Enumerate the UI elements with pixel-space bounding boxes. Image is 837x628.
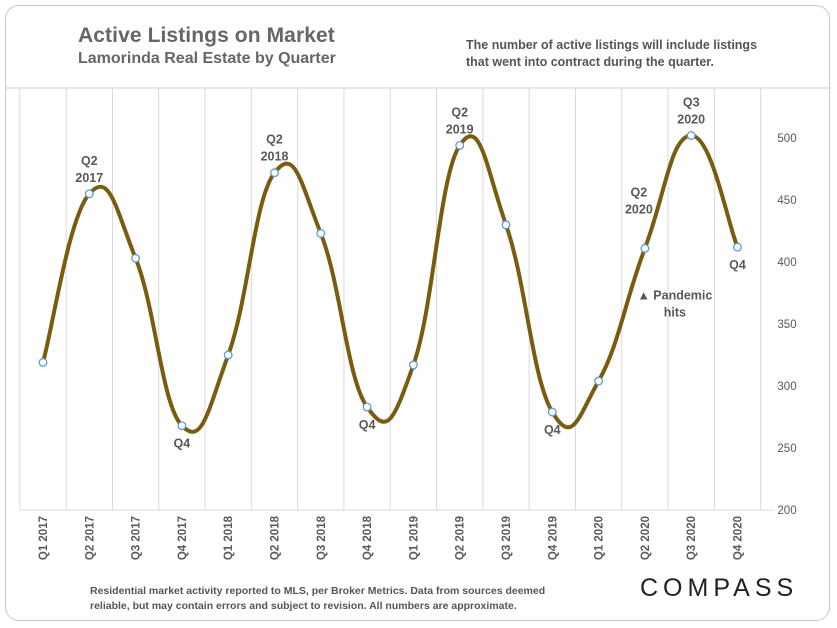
data-point — [38, 357, 48, 367]
data-annotation: Q2 — [81, 154, 98, 168]
chart-frame — [5, 5, 830, 621]
x-tick-label: Q1 2018 — [223, 515, 235, 560]
data-annotation: 2017 — [75, 171, 103, 185]
footer-line1: Residential market activity reported to … — [90, 585, 546, 597]
y-tick-label: 200 — [777, 505, 796, 517]
data-point — [177, 421, 187, 431]
data-point — [640, 243, 650, 253]
y-tick-label: 250 — [777, 443, 796, 455]
footer-line2: reliable, but may contain errors and sub… — [90, 600, 517, 612]
data-point — [455, 140, 465, 150]
x-tick-label: Q1 2017 — [38, 516, 50, 560]
x-tick-label: Q4 2017 — [177, 516, 189, 560]
data-annotation: Q2 — [451, 105, 468, 119]
data-annotation: 2019 — [446, 122, 474, 136]
data-annotation: 2020 — [625, 202, 653, 216]
x-tick-label: Q2 2017 — [84, 516, 96, 560]
data-point — [733, 242, 742, 252]
data-annotation: Q2 — [266, 133, 283, 147]
y-tick-label: 300 — [777, 381, 796, 393]
data-annotation: Q2 — [631, 185, 648, 199]
x-tick-label: Q1 2020 — [594, 516, 606, 560]
data-annotation: ▲ Pandemic — [637, 288, 712, 302]
compass-logo: COMPASS — [640, 574, 799, 602]
x-tick-label: Q3 2019 — [501, 516, 513, 560]
x-tick-label: Q3 2020 — [686, 516, 698, 560]
y-tick-label: 400 — [777, 257, 796, 269]
data-point — [547, 407, 557, 417]
x-tick-label: Q4 2018 — [362, 515, 374, 560]
data-annotation: Q4 — [544, 423, 561, 437]
x-tick-label: Q3 2017 — [131, 516, 143, 560]
chart-note-line1: The number of active listings will inclu… — [466, 38, 758, 52]
x-tick-label: Q4 2020 — [733, 516, 745, 560]
data-annotation: Q3 — [683, 96, 700, 110]
chart-subtitle: Lamorinda Real Estate by Quarter — [78, 50, 336, 67]
data-annotation: Q4 — [729, 258, 746, 272]
data-point — [501, 220, 511, 230]
data-point — [223, 350, 233, 360]
data-annotation: 2020 — [677, 113, 705, 127]
data-point — [84, 189, 94, 199]
footer-disclaimer: Residential market activity reported to … — [90, 584, 570, 614]
x-tick-label: Q4 2019 — [547, 516, 559, 560]
series-line — [41, 133, 740, 434]
data-point — [686, 131, 696, 140]
data-annotation: 2018 — [261, 150, 289, 164]
data-annotation: Q4 — [359, 418, 376, 432]
chart-note: The number of active listings will inclu… — [466, 37, 786, 71]
data-point — [270, 168, 279, 178]
data-point — [131, 253, 141, 263]
y-tick-label: 500 — [777, 133, 796, 145]
x-tick-label: Q1 2019 — [408, 516, 420, 560]
chart-title: Active Listings on Market — [78, 24, 335, 47]
y-tick-label: 350 — [777, 319, 796, 331]
x-tick-label: Q2 2020 — [640, 516, 652, 560]
data-point — [408, 360, 418, 370]
x-tick-label: Q2 2019 — [455, 516, 467, 560]
x-tick-label: Q3 2018 — [316, 515, 328, 560]
data-annotation: hits — [664, 305, 686, 319]
data-annotation: Q4 — [174, 437, 191, 451]
x-tick-label: Q2 2018 — [270, 515, 282, 560]
chart-note-line2: that went into contract during the quart… — [466, 55, 714, 69]
data-point — [594, 376, 604, 386]
y-tick-label: 450 — [777, 195, 796, 207]
data-point — [362, 402, 372, 412]
data-point — [316, 229, 326, 238]
